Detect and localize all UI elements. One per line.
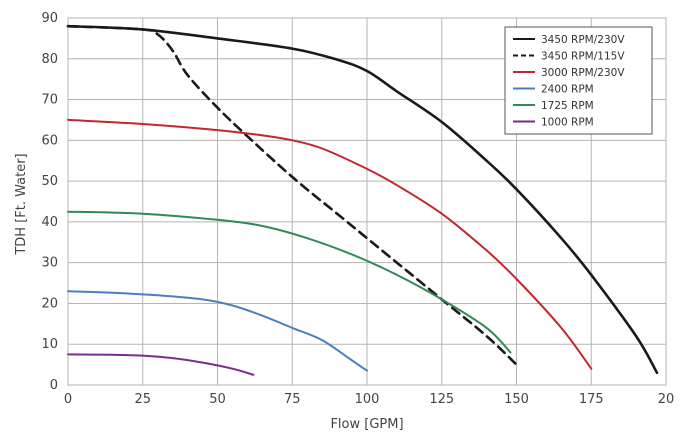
x-tick-label: 75 (284, 392, 301, 407)
y-tick-label: 60 (41, 133, 58, 148)
x-tick-label: 150 (504, 392, 529, 407)
legend-label: 1725 RPM (541, 100, 594, 112)
y-tick-labels: 0 10 20 30 40 50 60 70 80 90 (41, 11, 58, 393)
series-line (67, 118, 593, 370)
y-tick-label: 90 (41, 11, 58, 26)
legend-label: 3450 RPM/115V (541, 51, 625, 63)
x-tick-label: 100 (355, 392, 380, 407)
y-tick-label: 80 (41, 52, 58, 67)
y-axis-title: TDH [Ft. Water] (14, 153, 29, 255)
grid (67, 17, 667, 386)
y-tick-label: 50 (41, 174, 58, 189)
series-lines (66, 24, 659, 376)
x-tick-label: 50 (209, 392, 226, 407)
x-tick-label: 0 (64, 392, 72, 407)
y-tick-label: 10 (41, 337, 58, 352)
legend-label: 2400 RPM (541, 84, 594, 96)
legend-label: 3000 RPM/230V (541, 67, 625, 79)
x-tick-label: 25 (134, 392, 151, 407)
series-line (67, 290, 368, 372)
y-tick-label: 70 (41, 93, 58, 108)
legend-label: 3450 RPM/230V (541, 34, 625, 46)
y-tick-label: 40 (41, 215, 58, 230)
x-axis-title: Flow [GPM] (330, 417, 403, 432)
legend-box (504, 26, 653, 135)
x-tick-label: 125 (429, 392, 454, 407)
legend: 3450 RPM/230V 3450 RPM/115V 3000 RPM/230V 2… (504, 26, 653, 135)
x-tick-label: 20 (658, 392, 675, 407)
series-line (67, 210, 512, 354)
y-tick-label: 20 (41, 296, 58, 311)
series-line (66, 24, 659, 375)
series-line (67, 353, 255, 376)
legend-label: 1000 RPM (541, 117, 594, 129)
y-tick-label: 0 (50, 378, 58, 393)
y-tick-label: 30 (41, 256, 58, 271)
x-tick-labels: 0 25 50 75 100 125 150 175 20 (64, 392, 674, 407)
x-tick-label: 175 (579, 392, 604, 407)
